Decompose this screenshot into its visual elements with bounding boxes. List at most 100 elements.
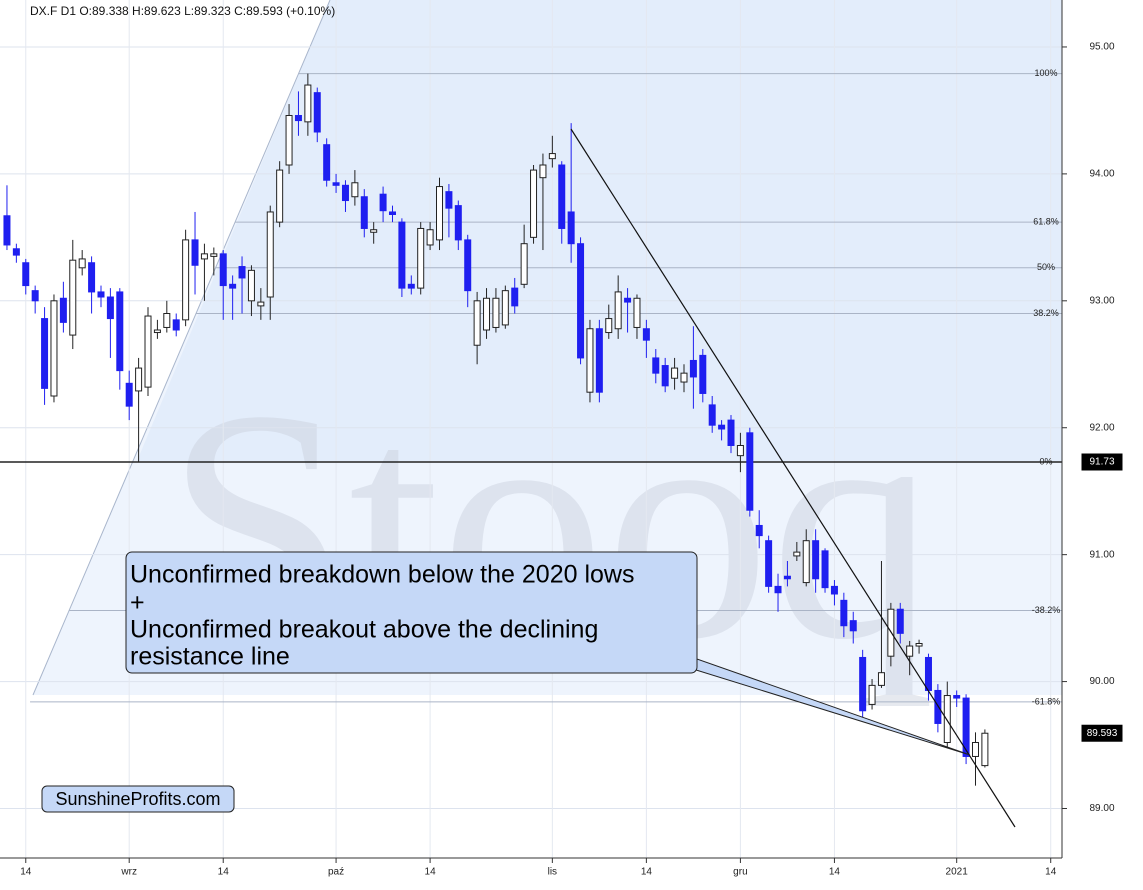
candle-body bbox=[313, 92, 321, 133]
candle-body bbox=[88, 262, 96, 293]
candle-body bbox=[135, 367, 143, 392]
axes: 89.00 90.00 91.00 92.00 93.00 94.00 95.00 14 wrz… bbox=[20, 42, 1123, 878]
candle-body bbox=[642, 328, 650, 341]
candle-body bbox=[586, 328, 594, 393]
candle-body bbox=[802, 540, 810, 584]
x-tick-label: 14 bbox=[425, 867, 437, 878]
candle-body bbox=[351, 182, 359, 198]
candle-body bbox=[229, 283, 237, 289]
candle-body bbox=[50, 300, 58, 397]
annotation-box bbox=[125, 551, 698, 674]
candle-body bbox=[943, 695, 951, 743]
annotation-line: + bbox=[130, 589, 145, 617]
candle-body bbox=[511, 287, 519, 307]
fib-zone-inner bbox=[137, 0, 1062, 461]
y-tick-label: 91.00 bbox=[1089, 549, 1114, 560]
credit: SunshineProfits.com bbox=[55, 789, 220, 809]
candle-body bbox=[388, 211, 396, 215]
candle-body bbox=[417, 227, 425, 289]
candle-body bbox=[981, 732, 989, 767]
candle-body bbox=[727, 419, 735, 447]
candle-body bbox=[652, 357, 660, 374]
x-tick-label: 14 bbox=[20, 867, 32, 878]
fib-label: -38.2% bbox=[1032, 605, 1061, 615]
x-tick-label: wrz bbox=[120, 867, 137, 878]
candle-body bbox=[332, 182, 340, 186]
candle-body bbox=[323, 144, 331, 181]
candle-body bbox=[605, 318, 613, 334]
candle-body bbox=[793, 551, 801, 557]
candle-body bbox=[125, 382, 133, 407]
fib-label: 100% bbox=[1034, 68, 1057, 78]
candle-body bbox=[163, 313, 171, 328]
fib-channel-edge bbox=[32, 0, 331, 696]
candle-body bbox=[812, 540, 820, 580]
candle-body bbox=[69, 259, 77, 336]
candle-body bbox=[595, 328, 603, 393]
fib-label: -61.8% bbox=[1032, 696, 1061, 706]
candle-body bbox=[22, 262, 30, 287]
annotation-line: resistance line bbox=[130, 643, 290, 671]
candle-body bbox=[765, 540, 773, 587]
candle-body bbox=[12, 248, 20, 256]
y-tick-label: 94.00 bbox=[1089, 169, 1114, 180]
candle-body bbox=[718, 424, 726, 430]
y-tick-label: 89.00 bbox=[1089, 803, 1114, 814]
candle-body bbox=[379, 193, 387, 212]
candle-body bbox=[219, 253, 227, 287]
candle-body bbox=[558, 164, 566, 229]
candle-body bbox=[624, 297, 632, 303]
candle-body bbox=[191, 239, 199, 266]
grid bbox=[0, 0, 1062, 858]
candle-body bbox=[153, 329, 161, 334]
candle-body bbox=[577, 243, 585, 359]
credit-box bbox=[41, 785, 235, 813]
candle-body bbox=[285, 115, 293, 166]
candle-body bbox=[614, 291, 622, 330]
fib-label: 50% bbox=[1037, 262, 1055, 272]
candle-body bbox=[360, 196, 368, 229]
candle-body bbox=[454, 205, 462, 241]
candle-body bbox=[774, 585, 782, 594]
candle-body bbox=[445, 191, 453, 209]
x-tick-label: paź bbox=[328, 867, 344, 878]
candle-body bbox=[755, 524, 763, 537]
candle-body bbox=[116, 291, 124, 372]
candle-body bbox=[539, 164, 547, 179]
candle-body bbox=[924, 656, 932, 691]
candle-body bbox=[671, 367, 679, 379]
candle-body bbox=[210, 253, 218, 257]
candle-body bbox=[59, 297, 67, 323]
candle-body bbox=[257, 301, 265, 307]
fib-label: 0% bbox=[1039, 456, 1052, 466]
candle-body bbox=[97, 291, 105, 298]
fib-label: 38.2% bbox=[1033, 308, 1059, 318]
candle-body bbox=[971, 742, 979, 757]
candle-body bbox=[238, 266, 246, 279]
resistance-line bbox=[570, 128, 1016, 828]
candle-body bbox=[41, 318, 49, 389]
candle-body bbox=[266, 211, 274, 298]
candle-body bbox=[407, 283, 415, 289]
candle-body bbox=[699, 354, 707, 394]
candle-body bbox=[483, 297, 491, 331]
annotation-line: Unconfirmed breakdown below the 2020 low… bbox=[130, 561, 634, 589]
annotation-line: Unconfirmed breakout above the declining bbox=[130, 616, 598, 644]
candle-body bbox=[567, 211, 575, 245]
candle-body bbox=[3, 215, 11, 246]
candle-body bbox=[915, 643, 923, 647]
price-label: 89.593 bbox=[1087, 728, 1118, 739]
candle-body bbox=[934, 689, 942, 724]
candle-body bbox=[78, 258, 86, 269]
chart-title: DX.F D1 O:89.338 H:89.623 L:89.323 C:89.… bbox=[30, 4, 335, 18]
candle-body bbox=[746, 432, 754, 511]
candle-body bbox=[849, 620, 857, 632]
y-tick-label: 95.00 bbox=[1089, 42, 1114, 53]
candle-body bbox=[398, 221, 406, 289]
candle-body bbox=[426, 229, 434, 246]
candle-body bbox=[708, 404, 716, 426]
candle-body bbox=[172, 319, 180, 331]
candle-body bbox=[859, 656, 867, 712]
candle-body bbox=[247, 269, 255, 302]
candle-body bbox=[896, 608, 904, 634]
